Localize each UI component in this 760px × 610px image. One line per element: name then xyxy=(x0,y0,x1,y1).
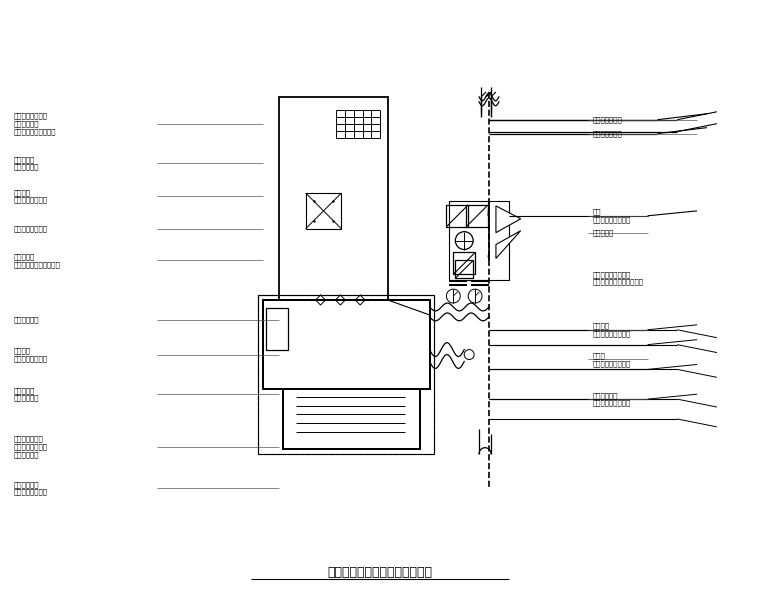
Bar xyxy=(263,300,429,389)
Bar xyxy=(455,260,473,278)
Bar xyxy=(263,300,429,389)
Text: 模阀
管径与装备参口相同: 模阀 管径与装备参口相同 xyxy=(593,209,632,223)
Bar xyxy=(258,295,435,454)
Text: 比例积分电动二通阀
管器太阳近留水管进行选析: 比例积分电动二通阀 管器太阳近留水管进行选析 xyxy=(593,271,644,285)
Text: 电气控箱组
配置数值及数电中生因机: 电气控箱组 配置数值及数电中生因机 xyxy=(14,253,60,268)
Bar xyxy=(258,295,435,454)
Polygon shape xyxy=(496,206,521,232)
Bar xyxy=(446,205,468,227)
Text: 模阀送调阀: 模阀送调阀 xyxy=(593,229,614,236)
Polygon shape xyxy=(496,231,521,259)
Text: 旁水管
参提当厂家资本数据: 旁水管 参提当厂家资本数据 xyxy=(593,353,632,367)
Text: 空调排电水管
管径与装备参口相同: 空调排电水管 管径与装备参口相同 xyxy=(593,392,632,406)
Bar xyxy=(283,389,420,449)
Bar xyxy=(306,193,341,229)
Text: 主页截退器
触感见平图目: 主页截退器 触感见平图目 xyxy=(14,387,39,401)
Bar xyxy=(283,389,420,449)
Text: 止回阀片
管径与装备参口相同: 止回阀片 管径与装备参口相同 xyxy=(593,323,632,337)
Text: 双层格栅风口
容量由送风量计算: 双层格栅风口 容量由送风量计算 xyxy=(14,481,47,495)
Text: 新风量定百回风口
触感见平图目
配置可制控空气过滤器: 新风量定百回风口 触感见平图目 配置可制控空气过滤器 xyxy=(14,113,56,135)
Bar xyxy=(266,308,288,350)
Text: 定风量调节风阀
采用弹簧钢带构件
触感见平图目: 定风量调节风阀 采用弹簧钢带构件 触感见平图目 xyxy=(14,436,47,458)
Bar xyxy=(449,201,508,280)
Text: 定告风量
采用平衡调节风阀: 定告风量 采用平衡调节风阀 xyxy=(14,189,47,203)
Text: 送告风量
采用平衡调节风阀: 送告风量 采用平衡调节风阀 xyxy=(14,348,47,362)
Bar xyxy=(279,97,388,300)
Text: 空调热电回水管: 空调热电回水管 xyxy=(593,131,622,137)
Text: 空调供电集水管: 空调供电集水管 xyxy=(593,117,622,123)
Text: 吊装式空气处理机组接管示意图: 吊装式空气处理机组接管示意图 xyxy=(328,566,432,579)
Bar xyxy=(466,205,488,227)
Text: 回风风量仪
触感见平图目: 回风风量仪 触感见平图目 xyxy=(14,156,39,170)
Text: 底部厂家录出图面: 底部厂家录出图面 xyxy=(14,226,47,232)
Text: 定式消修弹簧: 定式消修弹簧 xyxy=(14,317,39,323)
Bar xyxy=(453,253,475,274)
